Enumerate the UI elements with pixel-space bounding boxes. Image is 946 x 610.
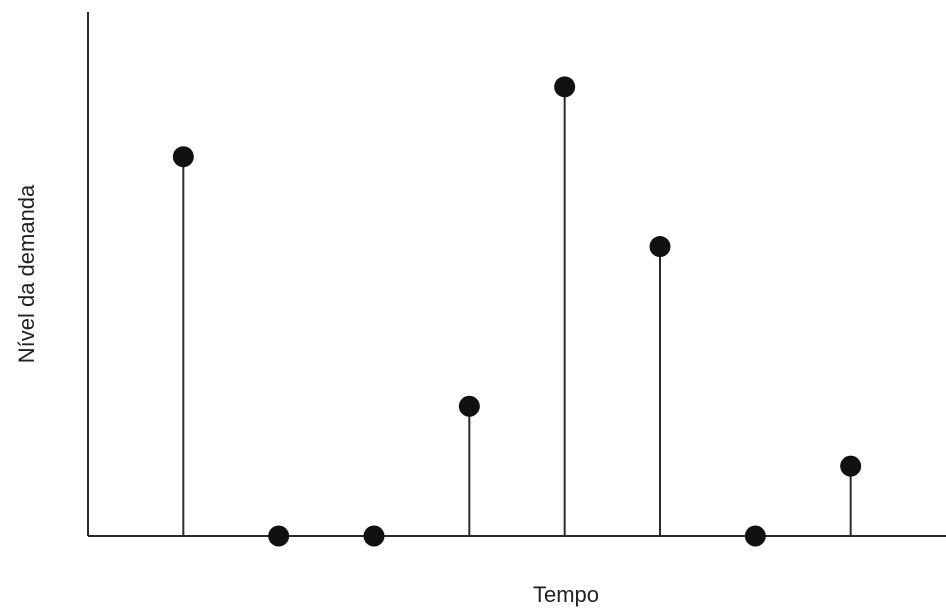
stem-group [182,86,852,536]
data-point-8 [840,455,862,477]
y-axis-label: Nível da demanda [14,184,39,363]
data-point-2 [268,525,290,547]
data-point-7 [744,525,766,547]
data-point-1 [172,146,194,168]
data-point-6 [649,236,671,258]
data-point-5 [554,76,576,98]
x-axis-label: Tempo [533,582,599,607]
data-point-3 [363,525,385,547]
marker-group [172,76,862,547]
data-point-4 [458,395,480,417]
